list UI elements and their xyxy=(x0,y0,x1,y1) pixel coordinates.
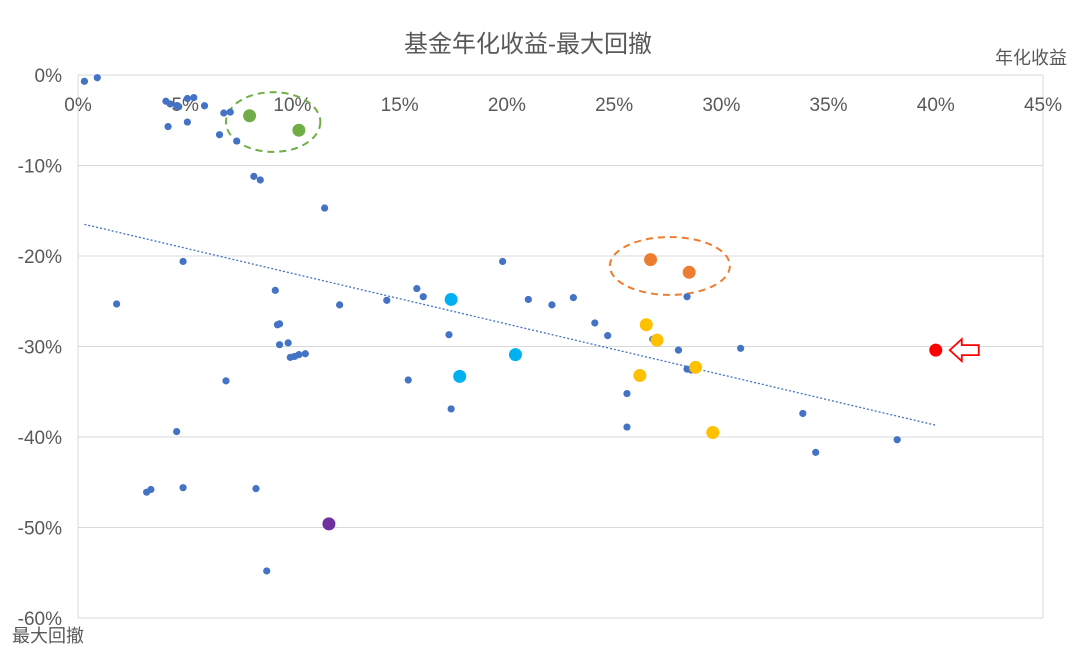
y-tick-label: 0% xyxy=(35,66,63,87)
green-data-point xyxy=(292,123,306,137)
cyan-data-point xyxy=(508,348,522,362)
gold-data-point xyxy=(689,360,703,374)
data-point xyxy=(569,294,577,302)
data-point xyxy=(220,109,228,117)
x-tick-labels: 0% 5% 10% 15% 20% 25% 30% 35% 40% 45% xyxy=(64,95,1062,116)
cyan-data-point xyxy=(444,292,458,306)
data-point xyxy=(445,331,453,339)
data-point xyxy=(263,567,271,575)
trendline-group xyxy=(84,223,936,426)
data-point xyxy=(524,295,532,304)
data-point xyxy=(548,301,556,309)
data-point xyxy=(674,346,683,354)
data-point xyxy=(295,351,303,359)
x-tick-label: 40% xyxy=(917,95,955,116)
data-point xyxy=(256,176,264,184)
data-point xyxy=(222,377,230,385)
gold-data-point xyxy=(706,425,720,439)
data-point xyxy=(604,332,612,340)
data-point xyxy=(284,339,292,347)
data-point xyxy=(404,376,412,384)
data-point xyxy=(164,122,172,131)
data-point xyxy=(183,94,191,103)
gold-data-point xyxy=(650,333,664,347)
x-tick-label: 10% xyxy=(273,95,311,116)
data-point xyxy=(275,341,284,349)
red-arrow-icon xyxy=(948,337,980,364)
data-point xyxy=(336,301,344,309)
data-point xyxy=(413,284,421,293)
y-tick-label: -30% xyxy=(18,338,62,359)
data-point xyxy=(215,131,224,139)
x-tick-label: 0% xyxy=(64,95,92,116)
y-tick-label: -10% xyxy=(18,157,62,178)
cyan-data-point xyxy=(453,369,467,383)
data-point xyxy=(250,172,258,180)
y-tick-label: -20% xyxy=(18,247,62,268)
data-point xyxy=(499,257,507,266)
x-tick-label: 15% xyxy=(381,95,419,116)
x-tick-label: 30% xyxy=(702,95,740,116)
gold-data-point xyxy=(633,368,647,382)
data-point xyxy=(252,484,260,493)
data-point xyxy=(190,94,198,102)
data-point xyxy=(683,293,691,301)
y-tick-label: -60% xyxy=(18,609,62,630)
data-point xyxy=(799,409,807,418)
x-tick-label: 45% xyxy=(1024,95,1062,116)
x-tick-label: 20% xyxy=(488,95,526,116)
data-point xyxy=(447,405,455,413)
data-point xyxy=(175,103,183,111)
data-point xyxy=(623,389,631,398)
data-point xyxy=(591,319,599,327)
data-point xyxy=(321,204,329,212)
data-point xyxy=(166,100,174,108)
data-point xyxy=(200,102,209,110)
data-point xyxy=(179,257,187,266)
data-point xyxy=(183,118,191,126)
gridlines xyxy=(77,74,1044,619)
orange-data-point xyxy=(682,265,696,279)
data-point xyxy=(271,286,279,294)
data-point xyxy=(93,74,101,82)
data-point xyxy=(80,77,89,85)
red-data-point xyxy=(929,343,943,357)
data-points xyxy=(80,74,943,575)
data-point xyxy=(893,436,901,444)
green-highlight-ellipse xyxy=(224,91,322,153)
data-point xyxy=(812,448,820,456)
data-point xyxy=(179,484,187,492)
green-data-point xyxy=(243,109,257,123)
data-point xyxy=(737,344,745,352)
trendline xyxy=(84,223,936,426)
x-axis-label: 年化收益 xyxy=(995,48,1067,68)
data-point xyxy=(275,320,284,328)
data-point xyxy=(383,296,391,304)
orange-data-point xyxy=(644,253,658,267)
orange-highlight-ellipse xyxy=(608,235,731,296)
x-tick-label: 35% xyxy=(810,95,848,116)
annotations xyxy=(224,91,980,364)
y-tick-label: -40% xyxy=(18,428,62,449)
gold-data-point xyxy=(639,318,653,332)
data-point xyxy=(419,293,427,301)
data-point xyxy=(623,423,631,431)
purple-data-point xyxy=(322,517,336,531)
y-tick-labels: 0% -10% -20% -30% -40% -50% -60% xyxy=(18,66,62,630)
data-point xyxy=(173,427,181,436)
data-point xyxy=(301,350,309,358)
data-point xyxy=(233,137,241,145)
chart-title: 基金年化收益-最大回撤 xyxy=(404,31,652,58)
x-tick-label: 25% xyxy=(595,95,633,116)
y-axis-label: 最大回撤 xyxy=(12,626,84,646)
data-point xyxy=(113,300,121,308)
data-point xyxy=(226,108,234,116)
y-tick-label: -50% xyxy=(18,519,62,540)
data-point xyxy=(147,485,155,494)
